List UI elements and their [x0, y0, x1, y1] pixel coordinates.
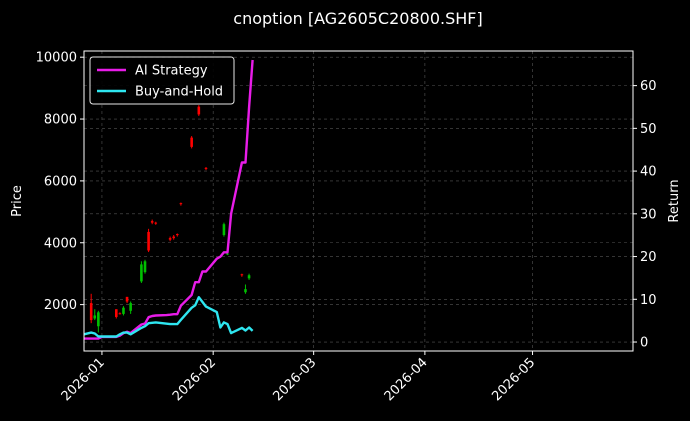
candle-body	[172, 236, 176, 239]
candle-body	[118, 313, 122, 315]
legend: AI Strategy Buy-and-Hold	[89, 56, 235, 105]
plot-frame	[83, 50, 634, 352]
candle-body	[204, 167, 208, 169]
candle-body	[222, 224, 226, 236]
y-left-tick-label: 8000	[44, 113, 77, 128]
legend-label: AI Strategy	[135, 64, 208, 79]
candle-body	[89, 303, 93, 321]
y-left-tick-label: 6000	[44, 174, 77, 189]
candle-body	[154, 222, 158, 224]
candle-body	[125, 296, 129, 302]
y-right-tick-label: 0	[640, 336, 648, 351]
y-left-tick-label: 2000	[44, 298, 77, 313]
candle-body	[226, 253, 229, 255]
candle-body	[114, 309, 118, 317]
chart-title: cnoption [AG2605C20800.SHF]	[233, 9, 482, 28]
candle-body	[143, 261, 147, 273]
candle-body	[197, 106, 201, 115]
right-axis: 0 10 20 30 40 50 60	[633, 79, 657, 351]
candle-body	[244, 289, 247, 293]
candle-body	[93, 315, 97, 319]
y-right-tick-label: 20	[640, 250, 657, 265]
candle-body	[129, 303, 132, 311]
series-lines	[83, 59, 254, 340]
y-right-tick-label: 30	[640, 207, 657, 222]
candle-body	[247, 275, 251, 279]
y-right-tick-label: 10	[640, 293, 657, 308]
y-right-tick-label: 50	[640, 122, 657, 137]
y-axis-right-label: Return	[667, 179, 682, 222]
candle-body	[150, 221, 154, 223]
candle-body	[140, 264, 143, 282]
candle-body	[190, 137, 193, 147]
series-line	[83, 296, 254, 338]
y-left-tick-label: 10000	[36, 51, 77, 66]
y-right-tick-label: 40	[640, 165, 657, 180]
candle-body	[97, 312, 100, 327]
candle-body	[175, 234, 179, 236]
candle-body	[147, 231, 150, 251]
y-axis-left-label: Price	[10, 185, 25, 217]
candle-body	[122, 307, 125, 314]
y-right-tick-label: 60	[640, 79, 657, 94]
candle-body	[179, 203, 183, 205]
legend-label: Buy-and-Hold	[135, 85, 223, 100]
candles	[89, 105, 251, 333]
candle-body	[240, 274, 244, 276]
left-axis: 2000 4000 6000 8000 10000	[36, 51, 84, 313]
y-left-tick-label: 4000	[44, 236, 77, 251]
candle-body	[168, 238, 172, 240]
